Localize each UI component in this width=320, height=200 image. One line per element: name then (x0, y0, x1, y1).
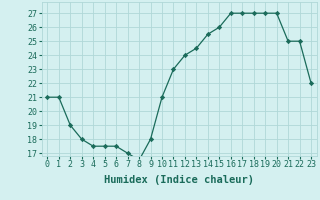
X-axis label: Humidex (Indice chaleur): Humidex (Indice chaleur) (104, 175, 254, 185)
